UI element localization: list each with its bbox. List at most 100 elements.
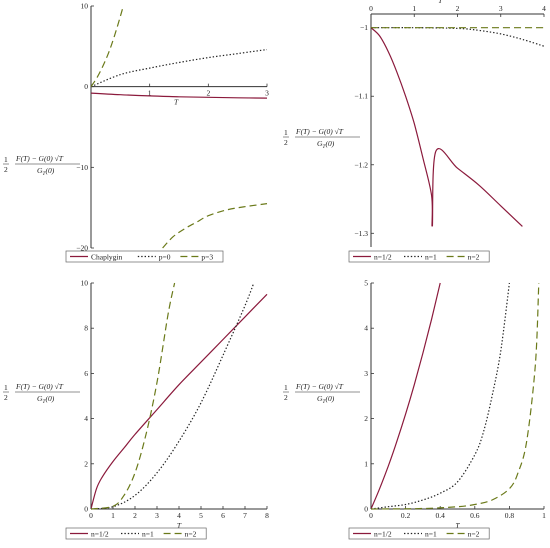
- x-tick-label: 5: [199, 511, 203, 520]
- y-tick-label: 1: [364, 459, 368, 468]
- y-label-half-denominator: 2: [4, 165, 8, 174]
- y-label-half-denominator: 2: [284, 138, 288, 147]
- x-tick-label: 8: [265, 511, 269, 520]
- y-tick-label: 0: [84, 505, 88, 514]
- y-tick-label: 10: [81, 279, 89, 288]
- y-tick-label: 5: [364, 279, 368, 288]
- y-label-denominator-arg: (0): [325, 139, 334, 148]
- x-tick-label: 1: [412, 4, 416, 13]
- y-label-half-denominator: 2: [4, 393, 8, 402]
- legend-box: [348, 250, 490, 263]
- x-tick-label: 1: [542, 511, 546, 520]
- series-line-n-1-2: [371, 282, 441, 510]
- x-tick-label: 0.4: [436, 511, 446, 520]
- legend-label: n=2: [185, 530, 197, 539]
- y-tick-label: 8: [84, 324, 88, 333]
- legend: n=1/2 n=1 n=2: [348, 250, 490, 263]
- series-line-n-2: [91, 282, 176, 510]
- y-axis-label: 12 F(T) − G(0) √T GT(0): [3, 382, 80, 405]
- y-label-numerator: F(T) − G(0) √T: [15, 382, 64, 391]
- legend-label: n=1: [425, 253, 437, 262]
- y-label-denominator-subscript: T: [322, 144, 326, 150]
- y-label-half-numerator: 1: [284, 128, 288, 137]
- x-tick-label: 2: [456, 4, 460, 13]
- y-tick-label: 4: [84, 414, 88, 423]
- y-tick-label: −1.1: [354, 92, 368, 101]
- x-tick-label: 3: [265, 89, 269, 98]
- legend-label: n=1: [142, 530, 154, 539]
- y-label-denominator: GT(0): [317, 394, 335, 405]
- legend-box: [65, 250, 224, 263]
- x-tick-label: 0: [369, 511, 373, 520]
- y-tick-label: −10: [76, 163, 88, 172]
- legend-label: p=3: [201, 253, 213, 262]
- x-tick-label: 0: [89, 511, 93, 520]
- y-label-denominator-arg: (0): [325, 394, 334, 403]
- y-tick-label: −1.2: [354, 160, 368, 169]
- x-tick-label: 4: [542, 4, 546, 13]
- y-tick-label: 0: [364, 505, 368, 514]
- x-tick-label: 0: [369, 4, 373, 13]
- y-label-denominator: GT(0): [37, 166, 55, 177]
- x-tick-label: 2: [206, 89, 210, 98]
- series-line-n-1-2: [371, 27, 433, 227]
- x-tick-label: 3: [155, 511, 159, 520]
- x-axis-label: T: [438, 0, 443, 5]
- y-tick-label: −1.3: [354, 229, 368, 238]
- legend: n=1/2 n=1 n=2: [65, 527, 207, 540]
- x-axis-label: T: [174, 98, 179, 107]
- x-tick-label: 0.2: [401, 511, 411, 520]
- series-line-n-1: [91, 282, 255, 510]
- y-label-half-denominator: 2: [284, 393, 288, 402]
- y-axis-label: 12 F(T) − G(0) √T GT(0): [283, 127, 360, 150]
- y-label-denominator-subscript: T: [42, 399, 46, 405]
- legend: Chaplygin p=0 p=3: [65, 250, 224, 263]
- legend-box: [65, 527, 207, 540]
- y-tick-label: 6: [84, 369, 88, 378]
- x-tick-label: 1: [111, 511, 115, 520]
- y-axis-label: 12 F(T) − G(0) √T GT(0): [283, 382, 360, 405]
- legend-label: p=0: [159, 253, 171, 262]
- x-tick-label: 6: [221, 511, 225, 520]
- series-line-n-1: [371, 27, 545, 47]
- series-line-chaplygin: [91, 92, 268, 99]
- x-axis-label: T: [455, 521, 460, 530]
- y-label-numerator: F(T) − G(0) √T: [295, 382, 344, 391]
- y-tick-label: 4: [364, 324, 368, 333]
- x-tick-label: 0.8: [505, 511, 515, 520]
- legend-label: n=1: [425, 530, 437, 539]
- series-line-n-1: [371, 282, 510, 510]
- legend-label: n=2: [468, 530, 480, 539]
- y-tick-label: 2: [84, 459, 88, 468]
- x-tick-label: 3: [499, 4, 503, 13]
- y-tick-label: 3: [364, 369, 368, 378]
- legend-label: n=1/2: [374, 530, 392, 539]
- legend-box: [348, 527, 490, 540]
- series-line-n-2: [371, 282, 540, 510]
- y-label-half-numerator: 1: [284, 383, 288, 392]
- y-label-numerator: F(T) − G(0) √T: [295, 127, 344, 136]
- x-tick-label: 2: [133, 511, 137, 520]
- legend-label: Chaplygin: [91, 253, 122, 262]
- y-label-denominator-arg: (0): [45, 166, 54, 175]
- x-axis-label: T: [177, 521, 182, 530]
- x-tick-label: 1: [148, 89, 152, 98]
- legend-label: n=1/2: [374, 253, 392, 262]
- series-line-p-3: [162, 203, 268, 249]
- x-tick-label: 7: [243, 511, 247, 520]
- legend: n=1/2 n=1 n=2: [348, 527, 490, 540]
- legend-label: n=2: [468, 253, 480, 262]
- legend-label: n=1/2: [91, 530, 109, 539]
- y-label-denominator-subscript: T: [42, 171, 46, 177]
- y-tick-label: −20: [76, 244, 88, 253]
- y-label-denominator: GT(0): [37, 394, 55, 405]
- y-label-numerator: F(T) − G(0) √T: [15, 154, 64, 163]
- y-label-denominator-subscript: T: [322, 399, 326, 405]
- y-label-denominator: GT(0): [317, 139, 335, 150]
- x-tick-label: 0.6: [470, 511, 480, 520]
- series-line-p-0: [91, 49, 268, 88]
